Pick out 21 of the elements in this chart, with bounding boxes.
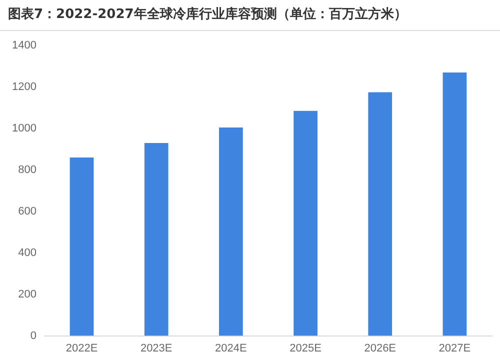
bar [70, 158, 94, 336]
x-tick-label: 2026E [364, 342, 396, 354]
bar [368, 92, 392, 336]
x-tick-label: 2025E [290, 342, 322, 354]
bar [442, 72, 467, 336]
x-tick-label: 2027E [438, 342, 471, 354]
y-tick-label: 400 [18, 246, 36, 259]
y-tick-label: 0 [30, 330, 36, 342]
bar [144, 143, 168, 336]
chart-title: 图表7：2022-2027年全球冷库行业库容预测（单位：百万立方米） [0, 0, 500, 31]
x-tick-label: 2023E [140, 342, 172, 354]
y-tick-label: 200 [18, 288, 36, 300]
bar [294, 110, 318, 336]
y-tick-label: 600 [18, 205, 36, 218]
y-tick-label: 1400 [12, 40, 36, 52]
bar [219, 127, 243, 336]
x-tick-label: 2024E [215, 342, 247, 354]
y-tick-label: 1200 [12, 81, 36, 94]
x-tick-label: 2022E [66, 342, 98, 354]
y-tick-label: 800 [18, 164, 36, 176]
y-tick-label: 1000 [12, 122, 36, 135]
